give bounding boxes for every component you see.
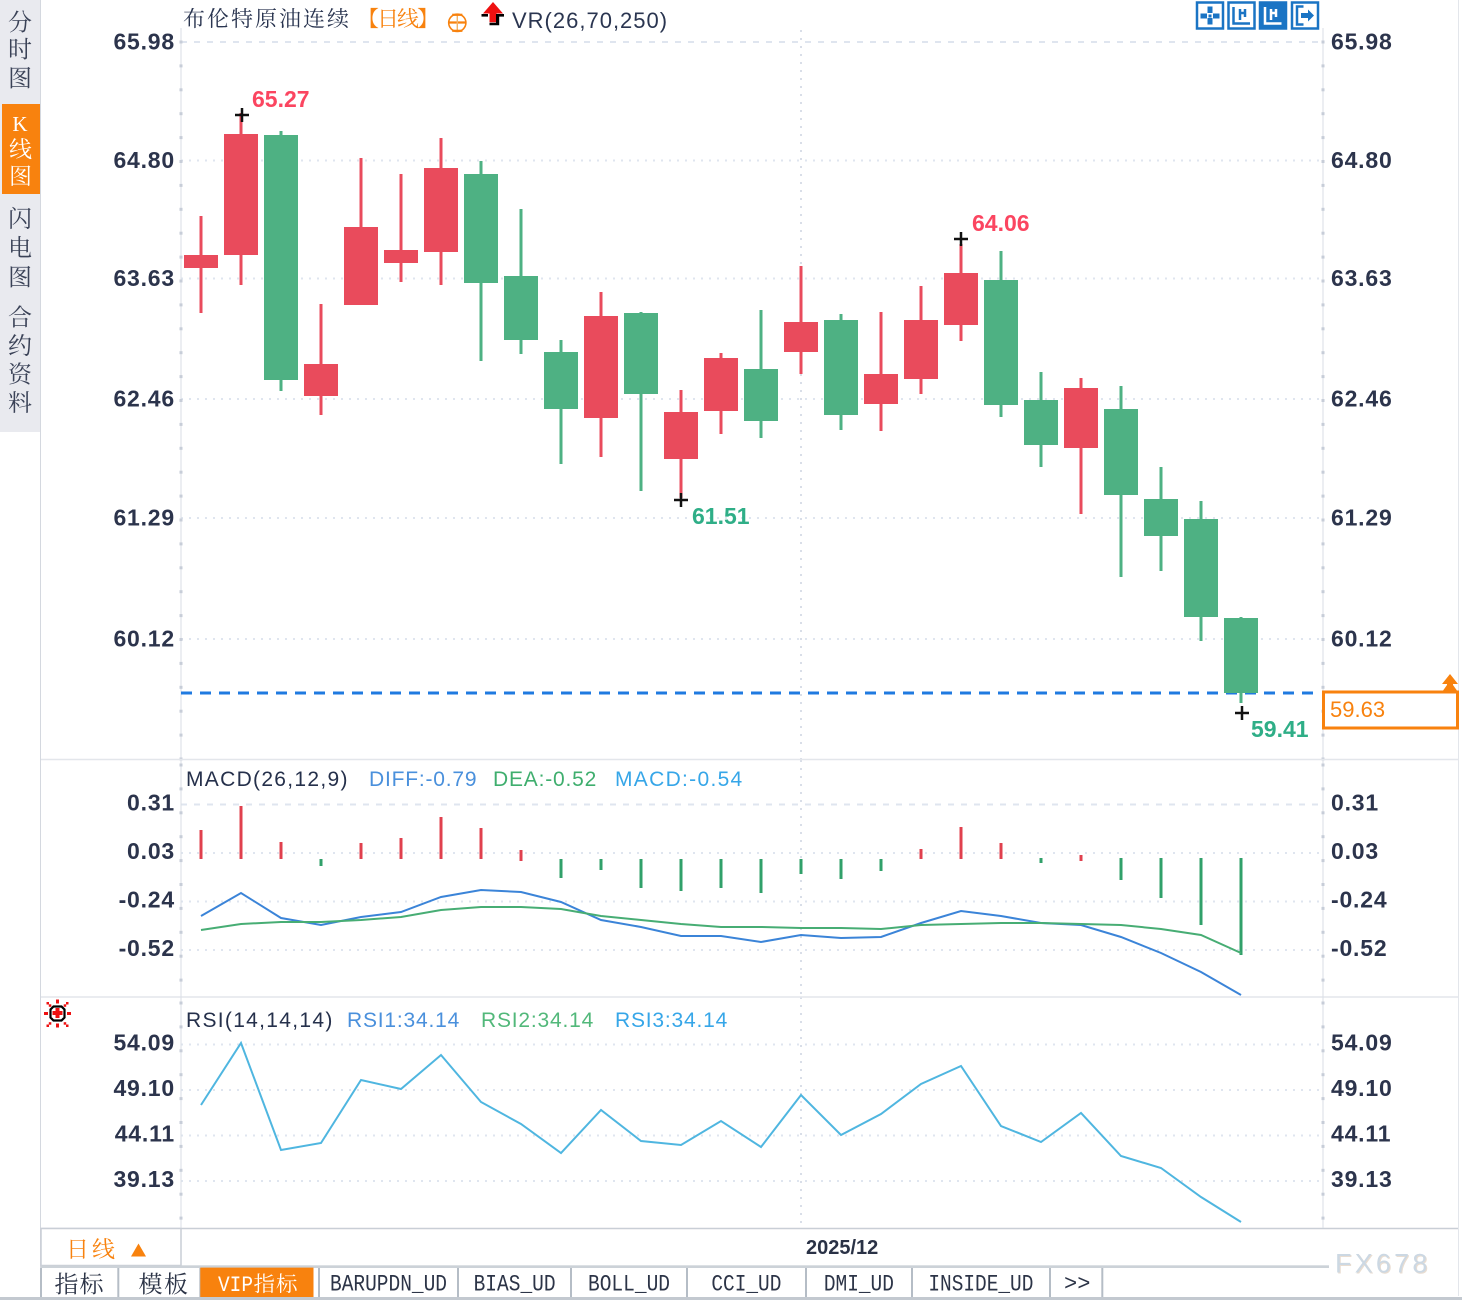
svg-text:65.98: 65.98 [1331,29,1393,55]
svg-text:65.27: 65.27 [252,86,310,112]
svg-text:64.06: 64.06 [972,210,1030,236]
svg-text:FX678: FX678 [1335,1249,1431,1279]
svg-text:DIFF:-0.79: DIFF:-0.79 [369,768,477,791]
svg-text:65.98: 65.98 [113,29,175,55]
svg-text:0.03: 0.03 [1331,838,1379,864]
svg-text:-0.52: -0.52 [119,935,175,961]
svg-text:MACD(26,12,9): MACD(26,12,9) [186,768,349,791]
svg-text:-0.52: -0.52 [1331,935,1387,961]
svg-text:0.31: 0.31 [127,790,175,816]
svg-text:59.63: 59.63 [1330,697,1385,722]
svg-text:DEA:-0.52: DEA:-0.52 [493,768,597,791]
svg-text:39.13: 39.13 [1331,1166,1393,1192]
svg-text:BOLL_UD: BOLL_UD [588,1272,670,1298]
svg-text:FX678: FX678 [1336,1250,1432,1280]
svg-text:49.10: 49.10 [113,1075,175,1101]
svg-text:VIP: VIP [218,1273,253,1298]
svg-text:RSI(14,14,14): RSI(14,14,14) [186,1009,334,1032]
svg-text:0.31: 0.31 [1331,790,1379,816]
svg-text:62.46: 62.46 [113,386,175,412]
svg-text:44.11: 44.11 [1331,1121,1391,1147]
svg-text:44.11: 44.11 [115,1121,175,1147]
svg-text:MACD:-0.54: MACD:-0.54 [615,768,744,791]
svg-text:BARUPDN_UD: BARUPDN_UD [330,1272,447,1298]
svg-text:61.29: 61.29 [113,505,175,531]
svg-text:-0.24: -0.24 [119,887,175,913]
svg-text:54.09: 54.09 [113,1030,175,1056]
svg-text:VR(26,70,250): VR(26,70,250) [512,8,668,33]
svg-text:64.80: 64.80 [113,147,175,173]
svg-text:K: K [12,112,27,136]
svg-text:2025/12: 2025/12 [806,1237,878,1259]
svg-text:54.09: 54.09 [1331,1030,1393,1056]
svg-text:RSI2:34.14: RSI2:34.14 [481,1009,594,1032]
svg-text:39.13: 39.13 [113,1166,175,1192]
svg-text:59.41: 59.41 [1251,716,1309,742]
svg-text:64.80: 64.80 [1331,147,1393,173]
svg-text:RSI3:34.14: RSI3:34.14 [615,1009,728,1032]
svg-text:0.03: 0.03 [127,838,175,864]
svg-text:63.63: 63.63 [1331,265,1393,291]
svg-text:INSIDE_UD: INSIDE_UD [928,1272,1033,1298]
svg-text:60.12: 60.12 [1331,626,1393,652]
svg-text:RSI1:34.14: RSI1:34.14 [347,1009,460,1032]
svg-text:DMI_UD: DMI_UD [824,1272,894,1298]
svg-text:BIAS_UD: BIAS_UD [474,1272,556,1298]
svg-text:63.63: 63.63 [113,265,175,291]
svg-text:CCI_UD: CCI_UD [711,1272,781,1298]
svg-text:>>: >> [1064,1272,1090,1297]
svg-text:49.10: 49.10 [1331,1075,1393,1101]
svg-text:61.29: 61.29 [1331,505,1393,531]
svg-text:-0.24: -0.24 [1331,887,1387,913]
svg-text:62.46: 62.46 [1331,386,1393,412]
svg-text:60.12: 60.12 [113,626,175,652]
svg-text:61.51: 61.51 [692,503,750,529]
